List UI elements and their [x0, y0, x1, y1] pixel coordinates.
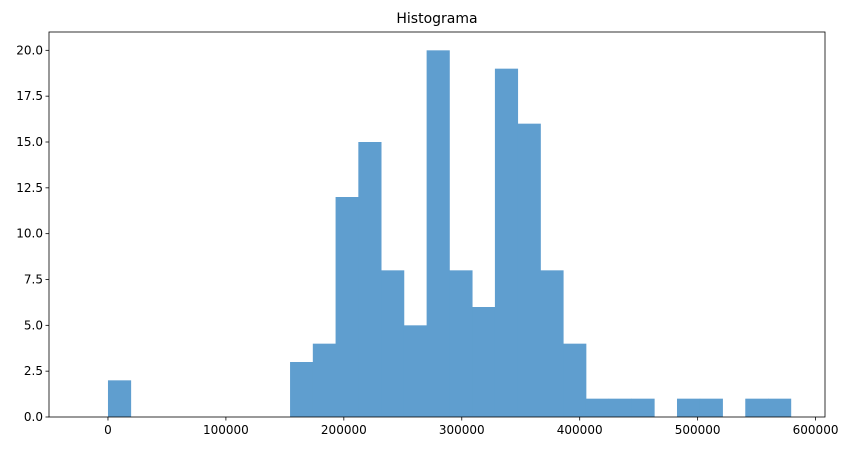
histogram-bar-20 [563, 343, 587, 417]
histogram-bar-0 [107, 380, 132, 417]
histogram-bar-16 [472, 307, 496, 417]
x-tick-label-5: 500000 [675, 423, 721, 437]
y-tick-label-7: 17.5 [16, 89, 43, 103]
histogram-bar-12 [381, 270, 405, 417]
histogram-bar-21 [585, 398, 610, 417]
histogram-bar-28 [745, 398, 769, 417]
histogram-bar-19 [540, 270, 564, 417]
y-axis: 0.0 2.5 5.0 7.5 10.0 12.5 15.0 17.5 20.0 [16, 43, 49, 424]
x-tick-label-2: 200000 [321, 423, 367, 437]
histogram-bar-8 [290, 362, 314, 417]
x-tick-label-4: 400000 [557, 423, 603, 437]
histogram-bar-29 [768, 398, 792, 417]
histogram-bar-11 [358, 142, 382, 417]
x-tick-label-1: 100000 [203, 423, 249, 437]
x-tick-label-6: 600000 [793, 423, 839, 437]
bars-layer [107, 50, 792, 418]
histogram-bar-13 [403, 325, 428, 417]
histogram-bar-26 [699, 398, 723, 417]
histogram-bar-23 [631, 398, 655, 417]
histogram-bar-18 [517, 123, 541, 418]
histogram-bar-15 [449, 270, 473, 417]
histogram-bar-14 [426, 50, 450, 417]
y-tick-label-3: 7.5 [24, 273, 43, 287]
histogram-bar-22 [608, 398, 632, 417]
y-tick-label-5: 12.5 [16, 181, 43, 195]
x-axis: 0 100000 200000 300000 400000 500000 600000 [104, 417, 838, 437]
y-tick-label-2: 5.0 [24, 318, 43, 332]
y-tick-label-8: 20.0 [16, 43, 43, 57]
y-tick-label-6: 15.0 [16, 135, 43, 149]
y-tick-label-4: 10.0 [16, 227, 43, 241]
y-tick-label-1: 2.5 [24, 364, 43, 378]
histogram-bar-9 [312, 343, 336, 417]
plot-frame [48, 31, 826, 418]
histogram-bar-25 [676, 398, 701, 417]
histogram-bar-10 [335, 197, 359, 417]
histogram-bar-17 [494, 68, 519, 418]
x-tick-label-3: 300000 [439, 423, 485, 437]
y-tick-label-0: 0.0 [24, 410, 43, 424]
x-tick-label-0: 0 [104, 423, 112, 437]
chart-title: Histograma [396, 11, 477, 27]
